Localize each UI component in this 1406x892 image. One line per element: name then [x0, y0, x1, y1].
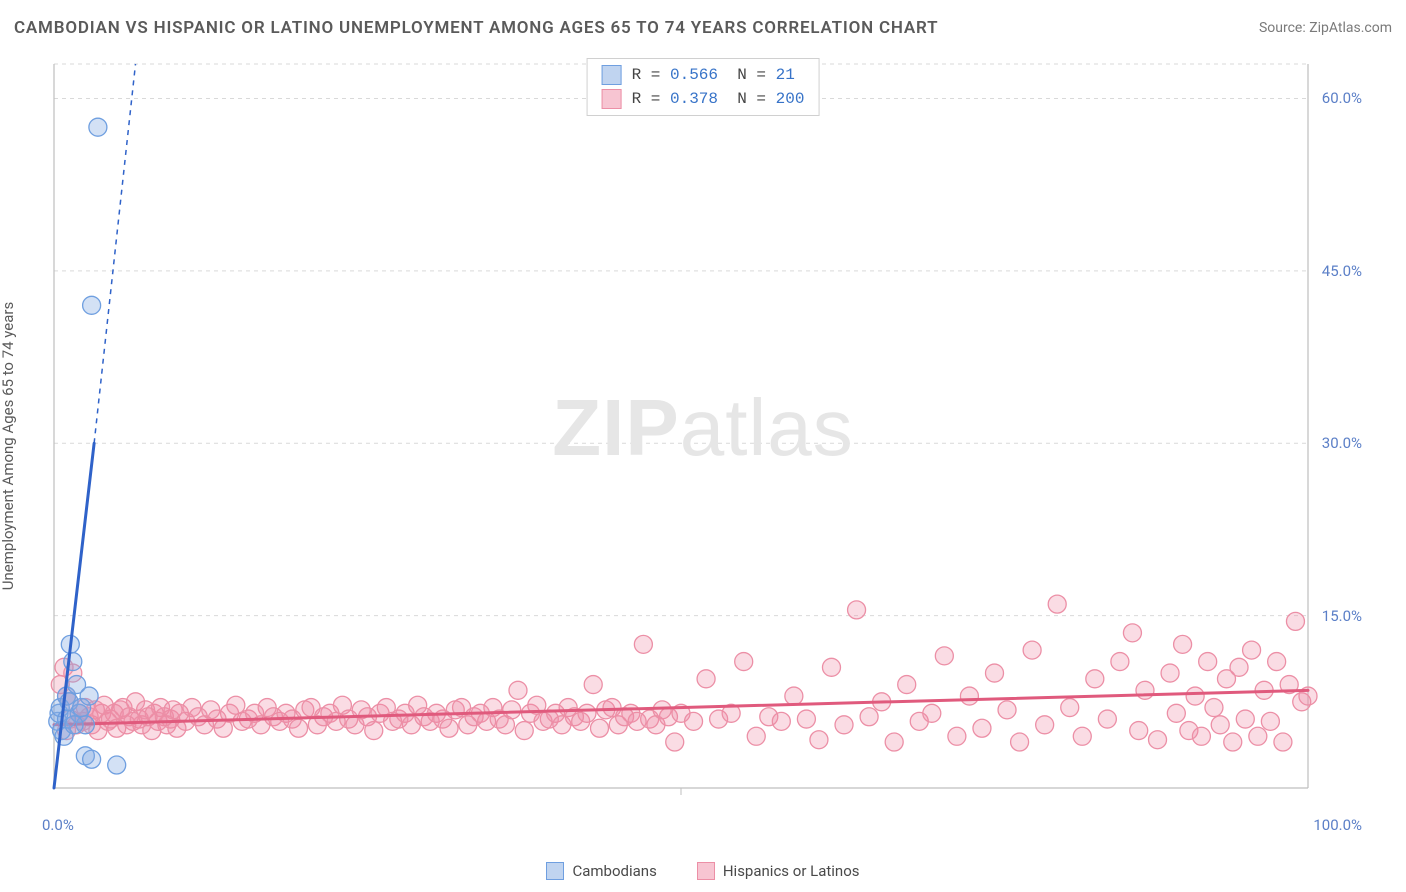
legend-label: Cambodians [572, 862, 656, 880]
legend-label: Hispanics or Latinos [723, 862, 860, 880]
legend-swatch [602, 89, 622, 109]
source-attribution: Source: ZipAtlas.com [1259, 20, 1392, 36]
legend-swatch [602, 65, 622, 85]
scatter-plot: ZIPatlas R = 0.566 N = 21R = 0.378 N = 2… [48, 58, 1358, 828]
stats-legend: R = 0.566 N = 21 R = 0.378 N = 200 [587, 58, 820, 116]
legend-swatch [697, 862, 715, 880]
legend-item: Hispanics or Latinos [697, 862, 860, 880]
stats-text: R = 0.566 N = 21 [632, 66, 795, 84]
y-tick-label: 45.0% [1322, 262, 1362, 280]
y-tick-label: 30.0% [1322, 434, 1362, 452]
x-axis-min-label: 0.0% [42, 816, 74, 834]
y-tick-label: 60.0% [1322, 89, 1362, 107]
stats-text: R = 0.378 N = 200 [632, 90, 805, 108]
legend-swatch [546, 862, 564, 880]
y-tick-label: 15.0% [1322, 607, 1362, 625]
x-axis-max-label: 100.0% [1313, 816, 1362, 834]
stats-legend-row: R = 0.566 N = 21 [602, 63, 805, 87]
legend-item: Cambodians [546, 862, 656, 880]
series-legend: Cambodians Hispanics or Latinos [48, 862, 1358, 880]
stats-legend-row: R = 0.378 N = 200 [602, 87, 805, 111]
chart-svg [48, 58, 1358, 828]
y-axis-label: Unemployment Among Ages 65 to 74 years [0, 302, 17, 590]
chart-title: CAMBODIAN VS HISPANIC OR LATINO UNEMPLOY… [14, 18, 938, 38]
